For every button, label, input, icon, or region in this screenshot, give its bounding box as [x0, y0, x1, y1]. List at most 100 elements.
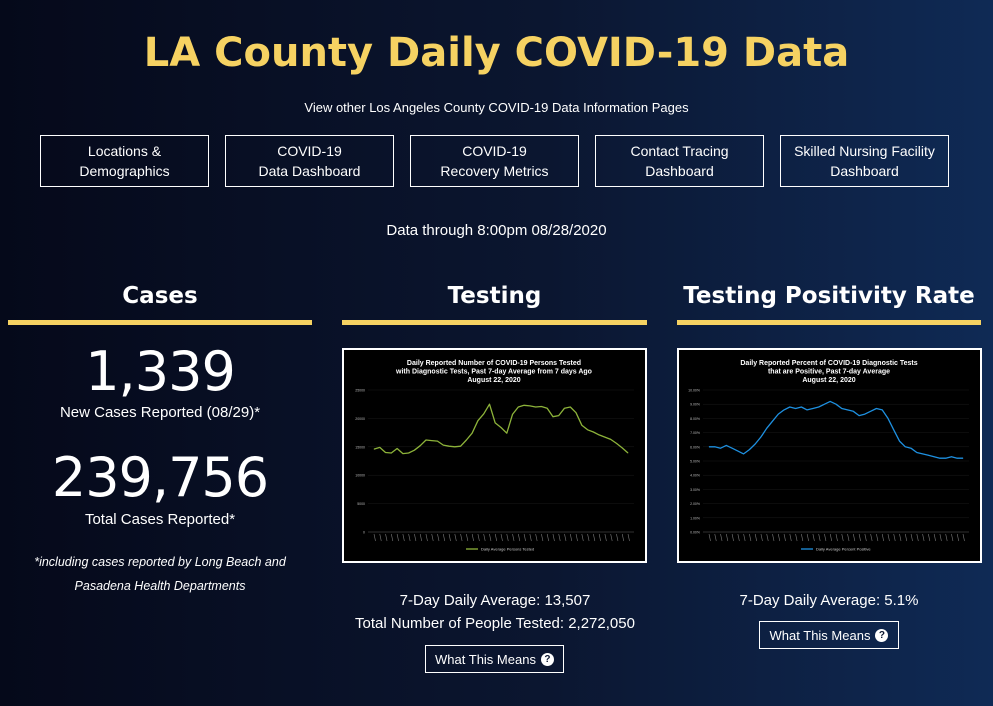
x-tick-mark: [858, 533, 861, 542]
x-tick-mark: [893, 533, 896, 542]
page-title: LA County Daily COVID-19 Data: [143, 30, 850, 76]
positivity-divider: [677, 320, 981, 325]
data-point: [829, 401, 831, 402]
new-cases-value: 1,339: [85, 340, 236, 403]
x-tick-mark: [853, 533, 856, 542]
data-point: [466, 439, 467, 441]
x-tick-mark: [431, 533, 434, 542]
question-circle-icon: ?: [540, 652, 554, 666]
positivity-what-this-means-button[interactable]: What This Means ?: [759, 621, 899, 649]
x-tick-mark: [870, 533, 873, 542]
x-tick-mark: [541, 533, 544, 542]
x-tick-mark: [801, 533, 804, 542]
data-point: [749, 449, 750, 450]
data-point: [783, 409, 785, 411]
chart-title-line: that are Positive, Past 7-day Average: [768, 369, 890, 376]
x-tick-mark: [720, 533, 723, 542]
data-point: [841, 408, 843, 409]
x-tick-mark: [494, 533, 498, 542]
data-point: [789, 406, 791, 408]
positivity-section-title: Testing Positivity Rate: [683, 283, 975, 309]
data-point: [870, 410, 871, 412]
other-pages-subtitle: View other Los Angeles County COVID-19 D…: [304, 100, 689, 115]
data-point: [754, 443, 756, 445]
x-tick-mark: [512, 533, 515, 542]
x-tick-mark: [743, 533, 746, 542]
data-point: [598, 434, 600, 436]
x-tick-mark: [806, 533, 809, 542]
testing-chart[interactable]: Daily Reported Number of COVID-19 Person…: [342, 348, 647, 563]
data-point: [760, 436, 762, 438]
chart-title-line: Daily Reported Number of COVID-19 Person…: [407, 360, 581, 367]
y-tick-label: 6.00%: [690, 445, 700, 449]
x-tick-mark: [847, 533, 850, 542]
x-tick-mark: [922, 533, 925, 542]
total-cases-label: Total Cases Reported*: [84, 511, 236, 528]
nav-locations-demographics-button[interactable]: Locations & Demographics: [40, 135, 209, 187]
x-tick-mark: [575, 533, 578, 542]
x-tick-mark: [437, 533, 440, 542]
data-point: [806, 409, 808, 411]
x-tick-mark: [500, 533, 503, 542]
x-tick-mark: [454, 533, 457, 542]
nav-data-dashboard-button[interactable]: COVID-19 Data Dashboard: [225, 135, 394, 187]
data-point: [928, 454, 929, 456]
data-point: [419, 445, 421, 447]
x-tick-mark: [523, 533, 526, 542]
y-tick-label: 4.00%: [690, 474, 700, 478]
x-tick-mark: [471, 533, 474, 542]
cases-footnote: *including cases reported by Long Beach …: [34, 555, 286, 593]
x-tick-mark: [448, 533, 451, 542]
data-point: [396, 448, 398, 449]
data-point: [824, 403, 825, 405]
data-point: [725, 445, 727, 446]
question-circle-icon: ?: [875, 628, 889, 642]
x-tick-mark: [904, 533, 908, 542]
data-point: [587, 429, 588, 431]
data-point: [379, 447, 381, 448]
data-point: [766, 427, 768, 429]
data-point: [945, 457, 947, 459]
data-point: [621, 447, 623, 449]
y-tick-label: 15000: [355, 445, 365, 449]
data-point: [425, 439, 427, 441]
data-point: [731, 447, 733, 449]
data-point: [916, 452, 918, 453]
nav-skilled-nursing-button[interactable]: Skilled Nursing Facility Dashboard: [780, 135, 949, 187]
x-tick-mark: [760, 533, 763, 542]
series-line: [373, 403, 629, 455]
data-point: [408, 452, 409, 454]
x-tick-mark: [881, 533, 884, 542]
data-point: [541, 406, 542, 407]
x-tick-mark: [812, 533, 815, 542]
x-tick-mark: [627, 533, 630, 542]
x-tick-mark: [610, 533, 613, 542]
data-point: [887, 418, 889, 419]
x-tick-mark: [916, 533, 919, 542]
x-tick-mark: [726, 533, 729, 542]
chart-title-line: August 22, 2020: [802, 377, 855, 384]
data-point: [442, 444, 444, 446]
y-tick-label: 7.00%: [690, 431, 700, 435]
nav-recovery-metrics-button[interactable]: COVID-19 Recovery Metrics: [410, 135, 579, 187]
x-tick-mark: [385, 533, 388, 542]
data-point: [939, 457, 941, 459]
nav-contact-tracing-button[interactable]: Contact Tracing Dashboard: [595, 135, 764, 187]
positivity-chart[interactable]: Daily Reported Percent of COVID-19 Diagn…: [677, 348, 982, 563]
data-point: [437, 440, 438, 442]
data-point: [558, 415, 560, 416]
x-tick-mark: [506, 533, 509, 542]
data-point: [483, 413, 485, 415]
positivity-what-this-means-label: What This Means: [769, 627, 871, 643]
data-point: [402, 453, 404, 454]
data-point: [390, 452, 392, 454]
data-point: [512, 414, 513, 415]
y-tick-label: 9.00%: [690, 403, 700, 407]
data-point: [743, 453, 744, 455]
data-point: [899, 440, 900, 442]
x-tick-mark: [795, 533, 798, 542]
testing-what-this-means-button[interactable]: What This Means ?: [425, 645, 564, 673]
x-tick-mark: [939, 533, 942, 542]
x-tick-mark: [708, 533, 711, 542]
x-tick-mark: [604, 533, 607, 542]
